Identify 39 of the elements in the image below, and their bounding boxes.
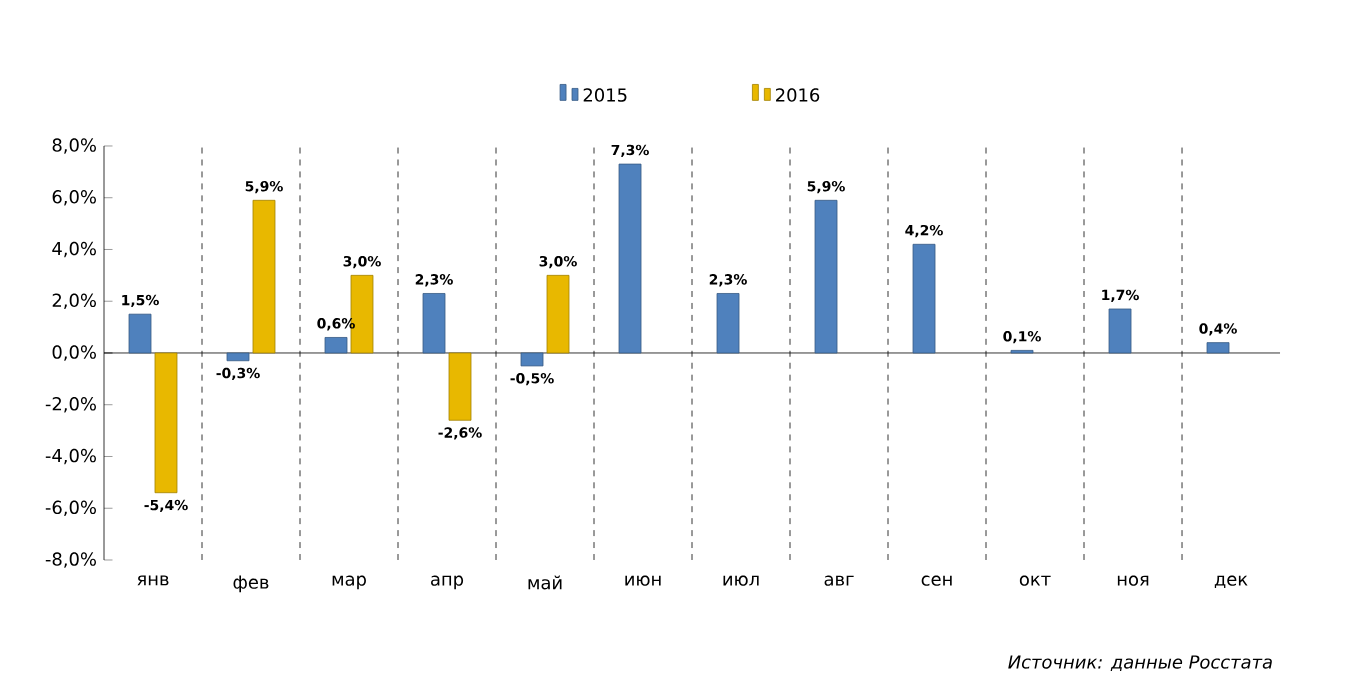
bar — [128, 313, 152, 354]
bar — [252, 199, 276, 354]
x-tick-label: янв — [137, 575, 169, 586]
bar — [226, 352, 250, 362]
x-tick-label: май — [528, 575, 562, 590]
x-tick-label: окт — [1019, 575, 1051, 586]
legend-label: 2016 — [776, 88, 820, 102]
x-tick-label: июл — [723, 575, 759, 586]
y-tick-label: 0,0% — [52, 345, 96, 361]
bar — [618, 163, 642, 354]
y-tick-label: -8,0% — [45, 552, 96, 568]
legend-label: 2015 — [583, 88, 627, 102]
x-tick-label: дек — [1214, 575, 1248, 589]
x-tick-label: мар — [332, 575, 366, 590]
bar — [154, 352, 178, 494]
x-tick-label: авг — [824, 575, 854, 586]
bar — [422, 293, 446, 354]
x-tick-label: фев — [233, 575, 269, 593]
bar — [912, 243, 936, 354]
bar — [716, 293, 740, 354]
bar — [448, 352, 472, 421]
bar — [324, 337, 348, 354]
y-tick-label: -6,0% — [45, 500, 96, 516]
y-tick-label: 6,0% — [52, 190, 96, 206]
x-tick-label: апр — [431, 575, 464, 590]
bar — [814, 199, 838, 354]
x-tick-label: ноя — [1117, 575, 1149, 586]
bar — [546, 274, 570, 354]
x-tick-label: сен — [921, 575, 952, 586]
y-tick-label: -2,0% — [45, 397, 96, 413]
y-tick-label: 8,0% — [52, 138, 96, 154]
y-tick-label: 2,0% — [52, 293, 96, 309]
y-tick-label: -4,0% — [45, 448, 96, 465]
bar — [1108, 308, 1132, 354]
bar — [1206, 342, 1230, 354]
text: Источник: данные Росстата — [1008, 655, 1272, 671]
bar — [520, 352, 544, 367]
y-tick-label: 4,0% — [52, 241, 96, 258]
x-tick-label: июн — [625, 575, 661, 586]
